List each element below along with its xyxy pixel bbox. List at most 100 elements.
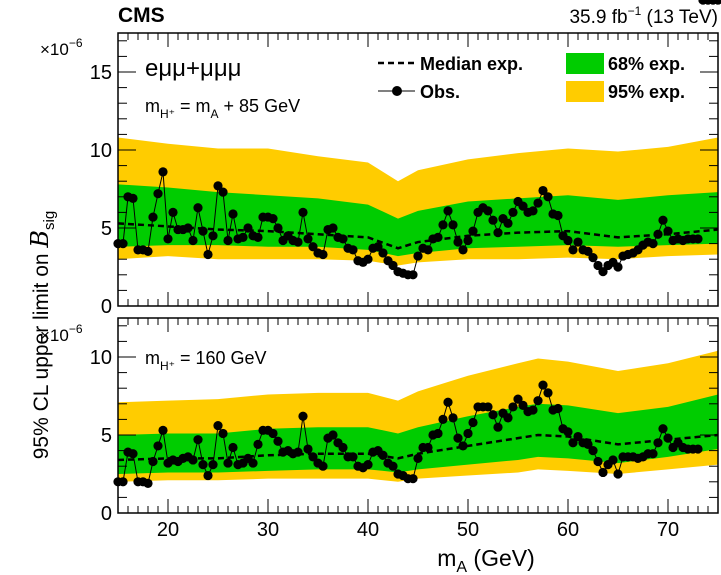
observed-point: [143, 246, 153, 256]
observed-point: [583, 439, 593, 449]
observed-point: [143, 478, 153, 488]
legend-observed-label: Obs.: [420, 82, 460, 102]
observed-point: [533, 198, 543, 208]
observed-point: [413, 453, 423, 463]
observed-point: [713, 0, 721, 5]
top-median: [117, 222, 719, 250]
legend-68-swatch: [566, 53, 604, 74]
observed-point: [223, 235, 233, 246]
bottom-observed: [113, 0, 721, 488]
top-y-tick-labels: 0 5 10 15: [90, 62, 112, 318]
observed-point: [653, 229, 663, 239]
observed-point: [213, 421, 223, 431]
bottom-y-multiplier: ×10−6: [40, 322, 83, 345]
observed-point: [608, 455, 618, 465]
observed-point: [298, 411, 308, 421]
top-ticks: [117, 33, 719, 307]
y-tick-label: 0: [101, 296, 112, 318]
observed-point: [268, 428, 278, 439]
observed-point: [188, 235, 198, 246]
observed-point: [223, 458, 233, 468]
observed-point: [443, 397, 453, 407]
observed-point: [128, 449, 138, 459]
observed-point: [208, 460, 218, 470]
observed-point: [273, 436, 283, 446]
x-tick-label: 70: [657, 519, 679, 541]
observed-point: [468, 417, 478, 428]
observed-point: [163, 234, 173, 244]
top-bands: [118, 137, 718, 266]
observed-point: [348, 452, 358, 462]
observed-point: [528, 405, 538, 415]
x-tick-label: 60: [557, 519, 579, 541]
observed-point: [588, 253, 598, 263]
bottom-mass-label: mH⁺ = 160 GeV: [145, 348, 267, 373]
top-observed: [113, 0, 721, 280]
observed-point: [433, 428, 443, 439]
median-line: [117, 433, 719, 462]
observed-point: [503, 218, 513, 228]
observed-point: [568, 245, 578, 255]
cms-label: CMS: [118, 4, 165, 27]
observed-point: [348, 245, 358, 255]
observed-point: [663, 433, 673, 443]
observed-point: [308, 452, 318, 462]
bottom-ticks: [117, 318, 719, 514]
observed-point: [328, 430, 338, 440]
legend-95-label: 95% exp.: [608, 82, 685, 102]
observed-point: [318, 249, 328, 260]
observed-point: [458, 245, 468, 255]
observed-point: [378, 450, 388, 460]
observed-point: [148, 212, 158, 222]
observed-point: [503, 413, 513, 423]
observed-point: [593, 456, 603, 467]
observed-point: [423, 442, 433, 453]
observed-point: [488, 215, 498, 225]
observed-point: [158, 425, 168, 435]
observed-point: [308, 242, 318, 252]
observed-point: [318, 461, 328, 471]
observed-point: [493, 228, 503, 238]
observed-point: [513, 394, 523, 404]
observed-point: [528, 206, 538, 216]
observed-point: [268, 214, 278, 224]
observed-point: [203, 249, 213, 260]
observed-point: [273, 223, 283, 233]
observed-point: [553, 403, 563, 414]
observed-point: [203, 470, 213, 481]
y-tick-label: 10: [90, 140, 112, 162]
top-y-multiplier: ×10−6: [40, 36, 83, 59]
observed-point: [663, 226, 673, 236]
observed-point: [593, 260, 603, 271]
observed-point: [648, 449, 658, 459]
observed-point: [658, 215, 668, 225]
observed-point: [448, 413, 458, 423]
observed-point: [338, 234, 348, 244]
observed-point: [293, 447, 303, 457]
y-axis-title: 95% CL upper limit on Bsig: [26, 211, 58, 460]
observed-point: [693, 444, 703, 454]
observed-point: [218, 187, 228, 197]
observed-point: [363, 460, 373, 470]
panel-top: 0 5 10 15 ×10−6 eμμ+μμμ mH⁺ = mA + 85 GeV M…: [40, 0, 721, 318]
bottom-x-tick-labels: 20 30 40 50 60 70: [157, 519, 679, 541]
observed-point: [228, 442, 238, 453]
median-line: [117, 222, 719, 250]
observed-point: [613, 469, 623, 479]
observed-point: [518, 400, 528, 410]
observed-point: [168, 207, 178, 217]
observed-point: [543, 388, 553, 398]
observed-point: [693, 234, 703, 244]
observed-point: [253, 439, 263, 449]
x-tick-label: 40: [357, 519, 379, 541]
observed-point: [463, 235, 473, 246]
observed-point: [573, 237, 583, 247]
observed-point: [538, 185, 548, 196]
observed-point: [253, 232, 263, 242]
observed-point: [183, 223, 193, 233]
observed-point: [453, 237, 463, 247]
observed-point: [458, 441, 468, 451]
observed-point: [363, 254, 373, 264]
observed-point: [483, 206, 493, 216]
